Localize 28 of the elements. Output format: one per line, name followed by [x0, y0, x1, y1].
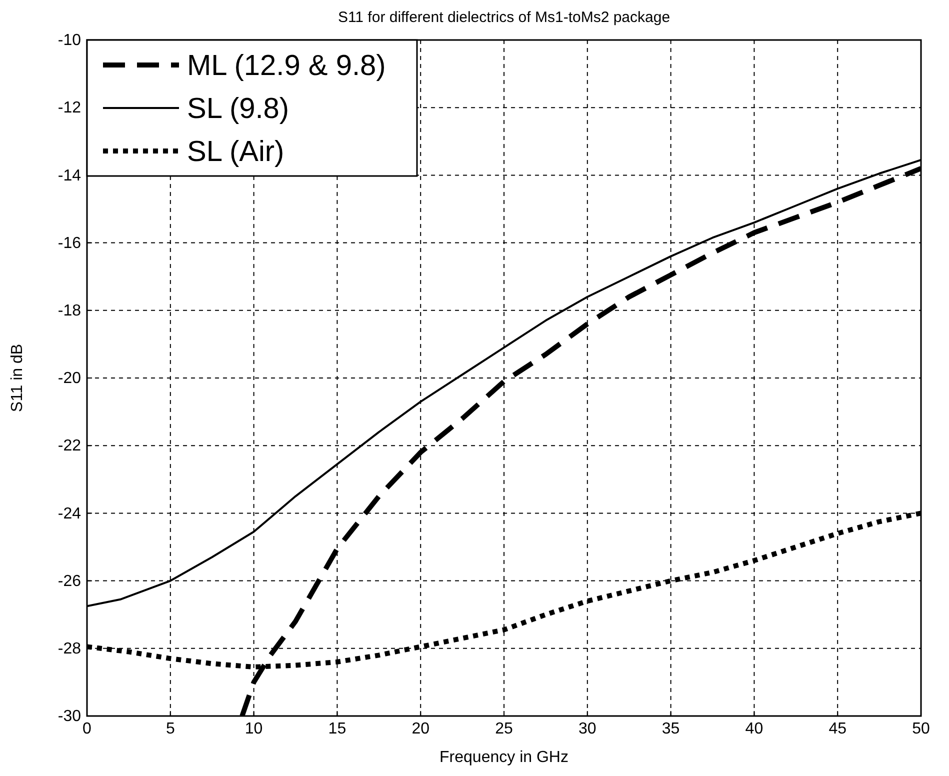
legend-label: SL (9.8) [187, 93, 290, 125]
y-tick-label: -14 [58, 167, 82, 184]
x-tick-label: 5 [166, 720, 175, 738]
x-tick-label: 35 [662, 720, 680, 738]
y-axis-title: S11 in dB [9, 344, 26, 412]
x-tick-label: 25 [495, 720, 513, 738]
y-tick-label: -10 [58, 32, 82, 50]
y-tick-label: -12 [58, 100, 82, 117]
y-tick-label: -24 [58, 505, 82, 522]
y-tick-label: -28 [58, 640, 82, 658]
legend-label: ML (12.9 & 9.8) [187, 50, 386, 82]
y-tick-label: -22 [58, 438, 82, 455]
legend-label: SL (Air) [187, 136, 284, 168]
x-tick-label: 10 [244, 720, 263, 738]
x-tick-label: 20 [412, 720, 430, 738]
y-tick-label: -20 [58, 370, 82, 388]
x-tick-label: 30 [578, 720, 596, 738]
y-tick-label: -18 [58, 302, 82, 320]
x-tick-label: 45 [828, 720, 847, 738]
y-tick-label: -26 [58, 572, 82, 590]
x-tick-label: 0 [82, 720, 92, 738]
x-tick-label: 50 [912, 720, 930, 738]
y-tick-label: -30 [58, 708, 82, 726]
x-tick-label: 15 [328, 720, 346, 738]
x-tick-label: 40 [745, 720, 764, 738]
chart-title: S11 for different dielectrics of Ms1-toMs2 package [338, 9, 670, 26]
y-tick-label: -16 [58, 234, 82, 252]
x-axis-title: Frequency in GHz [440, 749, 568, 766]
